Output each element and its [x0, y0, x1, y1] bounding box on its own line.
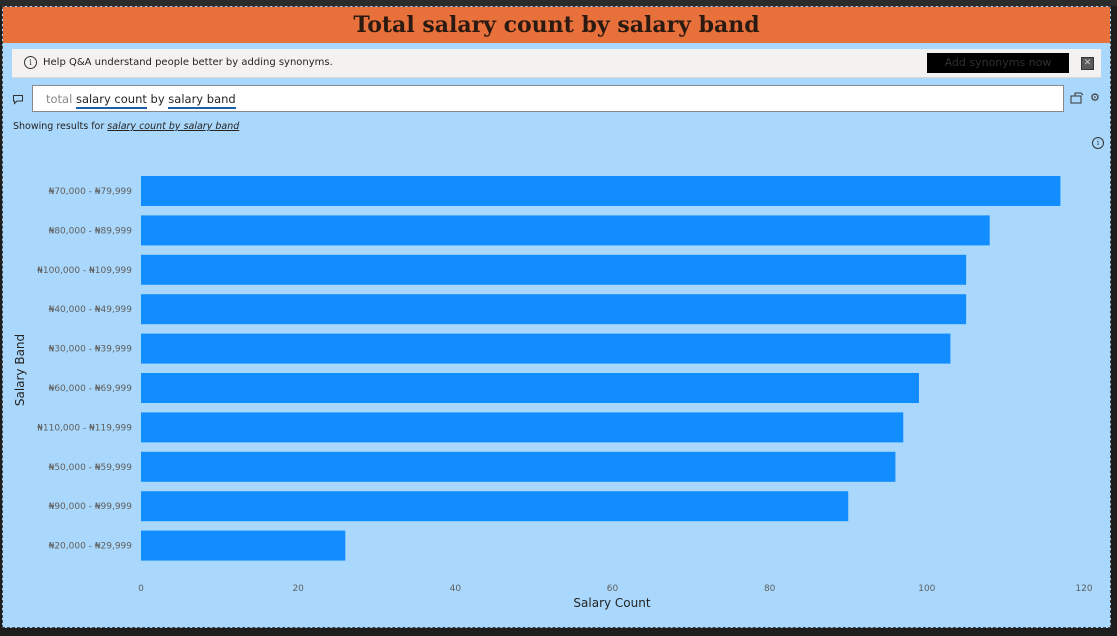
bar[interactable] — [141, 176, 1061, 206]
x-tick-label: 80 — [764, 584, 776, 594]
qa-question-input[interactable]: total salary count by salary band — [32, 85, 1064, 112]
close-icon[interactable]: ✕ — [1081, 57, 1094, 70]
y-axis-title: Salary Band — [13, 334, 27, 406]
bar[interactable] — [141, 215, 990, 246]
x-tick-label: 120 — [1075, 584, 1092, 594]
bar[interactable] — [141, 451, 896, 482]
x-axis-title: Salary Count — [573, 596, 650, 610]
qa-query-text: total salary count by salary band — [46, 92, 236, 109]
showing-results-link[interactable]: salary count by salary band — [107, 121, 240, 132]
x-tick-label: 0 — [138, 584, 144, 594]
y-tick-label: ₦100,000 - ₦109,999 — [37, 266, 132, 276]
x-tick-label: 20 — [292, 584, 304, 594]
notice-message: Help Q&A understand people better by add… — [43, 57, 333, 68]
turn-into-visual-icon[interactable] — [1070, 91, 1084, 104]
query-term-salary-count[interactable]: salary count — [75, 92, 147, 109]
y-tick-label: ₦60,000 - ₦69,999 — [49, 384, 133, 394]
synonyms-notice: i Help Q&A understand people better by a… — [12, 49, 1101, 78]
y-tick-label: ₦30,000 - ₦39,999 — [49, 345, 133, 355]
y-tick-label: ₦80,000 - ₦89,999 — [49, 226, 133, 236]
visual-title-bar: Total salary count by salary band — [3, 7, 1110, 43]
showing-prefix: Showing results for — [13, 121, 105, 132]
y-tick-label: ₦110,000 - ₦119,999 — [37, 423, 132, 433]
query-word-by: by — [150, 92, 165, 106]
y-tick-label: ₦90,000 - ₦99,999 — [49, 502, 133, 512]
info-icon: i — [24, 56, 37, 69]
y-tick-label: ₦20,000 - ₦29,999 — [49, 542, 133, 552]
bar[interactable] — [141, 530, 346, 561]
query-word-total: total — [46, 92, 73, 106]
visual-title: Total salary count by salary band — [353, 12, 760, 38]
y-tick-label: ₦40,000 - ₦49,999 — [49, 305, 133, 315]
bar[interactable] — [141, 254, 967, 285]
gear-icon[interactable]: ⚙ — [1090, 91, 1100, 104]
speech-bubble-icon — [13, 95, 23, 105]
window-top-strip — [0, 0, 1117, 6]
query-term-salary-band[interactable]: salary band — [168, 92, 236, 109]
window-bottom-strip — [0, 628, 1117, 636]
x-tick-label: 40 — [450, 584, 462, 594]
showing-results: Showing results for salary count by sala… — [13, 121, 239, 132]
x-tick-label: 60 — [607, 584, 619, 594]
bar[interactable] — [141, 294, 967, 325]
add-synonyms-button[interactable]: Add synonyms now — [927, 53, 1069, 73]
bar[interactable] — [141, 333, 951, 364]
bar[interactable] — [141, 491, 849, 522]
bar[interactable] — [141, 412, 904, 443]
visual-info-icon[interactable]: i — [1092, 137, 1104, 149]
y-tick-label: ₦70,000 - ₦79,999 — [49, 187, 133, 197]
bar[interactable] — [141, 373, 919, 403]
y-tick-label: ₦50,000 - ₦59,999 — [49, 463, 133, 473]
x-tick-label: 100 — [918, 584, 935, 594]
